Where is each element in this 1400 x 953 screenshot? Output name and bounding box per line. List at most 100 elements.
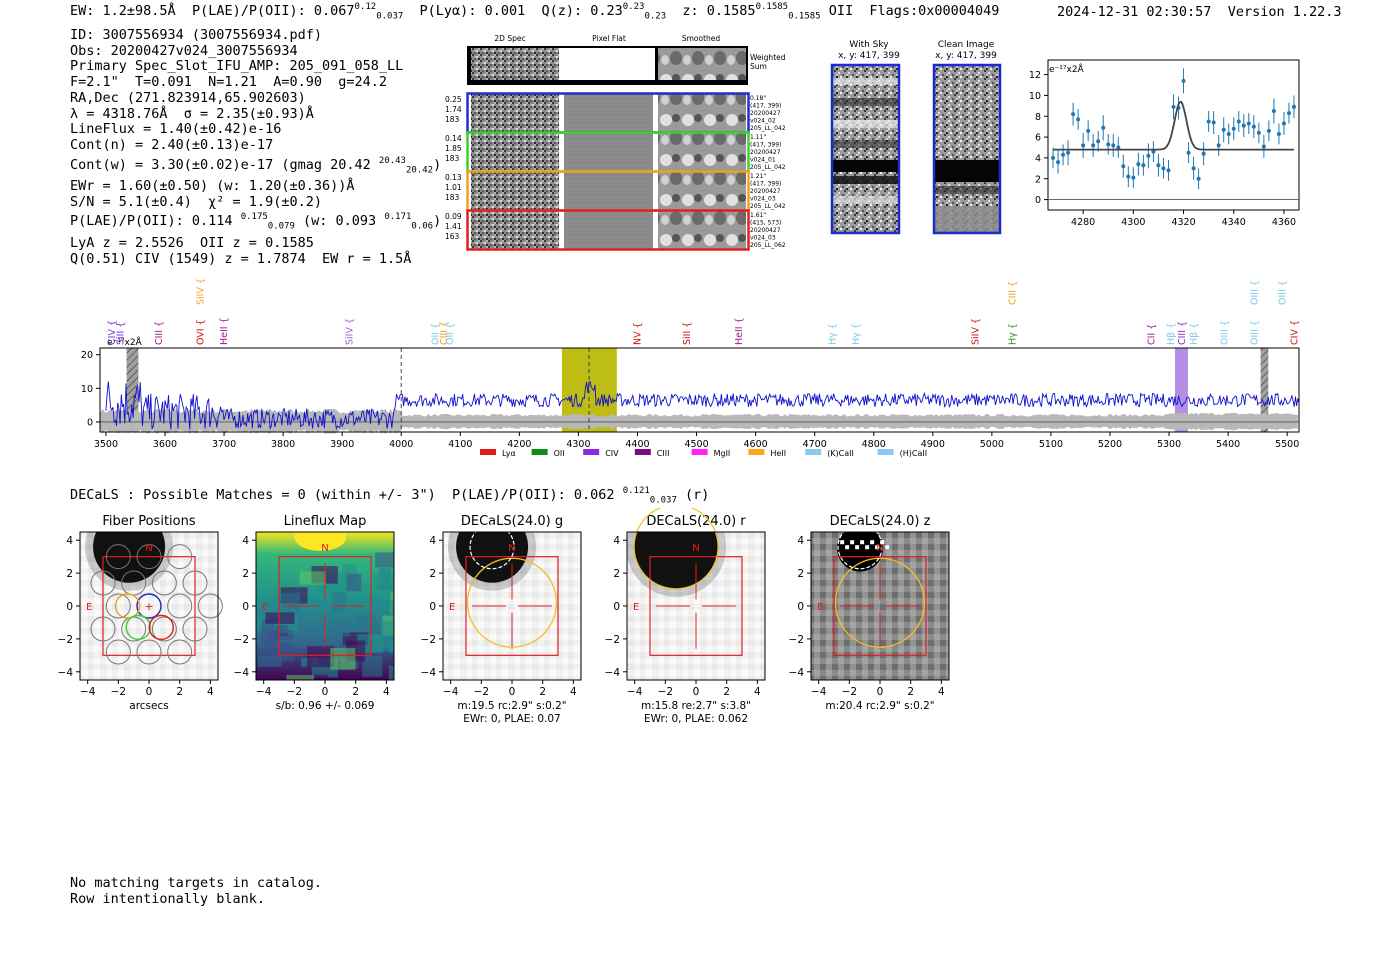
with-sky-xy: x, y: 417, 399 [838, 51, 900, 61]
fit-point [1131, 175, 1136, 180]
fiber-2d-spec [471, 211, 559, 249]
fit-point [1066, 150, 1071, 155]
fit-ytick-label: 0 [1035, 195, 1041, 206]
thumbnail-caption: m:15.8 re:2.7" s:3.8" [641, 700, 751, 712]
thumbnail-title: Lineflux Map [284, 514, 367, 529]
info-contw: Cont(w) = 3.30(±0.02)e-17 (gmag 20.42 20… [70, 155, 442, 176]
spectrum-xtick-label: 5300 [1157, 439, 1181, 450]
catalog-aperture [834, 557, 926, 648]
emission-line-label: OVI { [195, 319, 206, 345]
spectrum-xtick-label: 3500 [94, 439, 118, 450]
fit-point [1196, 176, 1201, 181]
thumb-xtick-label: −4 [443, 686, 459, 698]
spectrum-axes-frame [99, 347, 1300, 433]
flags-value: Flags:0x00004049 [869, 3, 1000, 19]
fit-xtick-label: 4280 [1071, 217, 1095, 228]
fit-ytick-label: 12 [1029, 70, 1041, 81]
fit-point [1106, 142, 1111, 147]
spectrum-xtick-label: 4800 [862, 439, 886, 450]
fiber-label: 1.21" [750, 173, 766, 180]
z-line: OII [828, 3, 854, 19]
emission-line-label: OII { [430, 323, 441, 345]
fiber-circle [90, 616, 116, 642]
emission-line-label: SiIV { [344, 318, 355, 345]
thumb-xtick-label: −2 [474, 686, 489, 698]
fit-unit-label: e⁻¹⁷x2Å [1049, 63, 1085, 75]
legend-item: CIV [583, 449, 619, 458]
fit-point [1096, 139, 1101, 144]
thumbnail-caption: EWr: 0, PLAE: 0.07 [463, 713, 560, 725]
fit-point [1276, 131, 1281, 136]
fit-point [1271, 109, 1276, 114]
emission-line-label: Hγ { [1008, 323, 1019, 345]
fiber-smoothed [658, 211, 746, 249]
thumb-xtick-label: 4 [207, 686, 214, 698]
imaging-thumbnails: Fiber Positions + N E −4 −4 −2 −2 0 0 2 2 4 4 arcsecs L… [58, 508, 950, 725]
emission-line-label: Hγ { [827, 323, 838, 345]
fiber-smoothed [658, 133, 746, 171]
fiber-smoothed [658, 94, 746, 132]
selected-fiber [125, 614, 151, 641]
selected-fiber [136, 593, 162, 619]
spectrum-highlight [126, 348, 139, 432]
fiber-stat: 183 [445, 154, 460, 163]
north-label: N [321, 543, 328, 554]
fiber-label: v024_03 [750, 235, 776, 242]
fiber-smoothed [658, 172, 746, 210]
fit-ytick-label: 6 [1035, 133, 1041, 144]
info-ewr: EWr = 1.60(±0.50) (w: 1.20(±0.36))Å [70, 178, 355, 195]
spectrum-error-band [100, 408, 1298, 434]
thumbnail-caption: m:20.4 rc:2.9" s:0.2" [825, 700, 934, 712]
weighted-sum-row: Weighted Sum [467, 46, 786, 85]
header-pixel-flat: Pixel Flat [592, 34, 626, 43]
fit-point [1061, 152, 1066, 157]
clean-image [932, 63, 1002, 235]
fit-point [1266, 128, 1271, 133]
thumb-xtick-label: −4 [256, 686, 272, 698]
fit-point [1181, 78, 1186, 83]
aperture-box [278, 556, 372, 656]
thumb-ytick-label: 0 [429, 601, 436, 613]
fit-xtick-label: 4300 [1121, 217, 1145, 228]
legend-label: (K)CaII [827, 449, 854, 458]
spectrum-xtick-label: 5200 [1098, 439, 1122, 450]
spectrum-unit-label: e⁻¹⁷x2Å [107, 336, 143, 348]
north-label: N [692, 543, 699, 554]
emission-line-label: HeII { [734, 317, 745, 345]
info-sn: S/N = 5.1(±0.4) χ² = 1.9(±0.2) [70, 193, 322, 210]
legend-item: CIII [634, 449, 670, 458]
fit-point [1226, 131, 1231, 136]
thumb-ytick-label: −2 [234, 634, 249, 646]
timestamp-version: 2024-12-31 02:30:57 Version 1.22.3 [1057, 4, 1342, 20]
fit-point [1151, 149, 1156, 154]
thumb-ytick-label: −4 [234, 667, 250, 679]
fit-point [1126, 174, 1131, 179]
legend-label: Lyα [502, 449, 516, 458]
legend-label: CIII [657, 449, 670, 458]
fiber-stat: 183 [445, 193, 460, 202]
spectrum-xtick-label: 4400 [625, 439, 649, 450]
fiber-circle [136, 639, 162, 665]
legend-swatch [480, 449, 496, 455]
east-label: E [633, 602, 639, 613]
fit-ytick-label: 10 [1029, 91, 1041, 102]
fit-point [1101, 125, 1106, 130]
plya-value: P(Lyα): 0.001 [419, 3, 526, 19]
fit-xtick-label: 4360 [1272, 217, 1296, 228]
legend-item: Lyα [480, 449, 516, 458]
info-slot: Primary Spec_Slot_IFU_AMP: 205_091_058_L… [70, 58, 404, 75]
aperture-box [833, 556, 927, 656]
thumb-xtick-label: 0 [146, 686, 153, 698]
legend-label: CIV [605, 449, 619, 458]
catalog-aperture [466, 557, 558, 648]
selected-fiber [114, 593, 141, 619]
fiber-circle [182, 570, 208, 596]
fit-point [1141, 163, 1146, 168]
spectrum-ticks: 3500 3600 3700 3800 3900 4000 4100 4200 4300 4400… [81, 350, 1299, 450]
emission-line-label: Hβ { [1189, 323, 1200, 345]
thumb-ytick-label: 0 [613, 601, 620, 613]
